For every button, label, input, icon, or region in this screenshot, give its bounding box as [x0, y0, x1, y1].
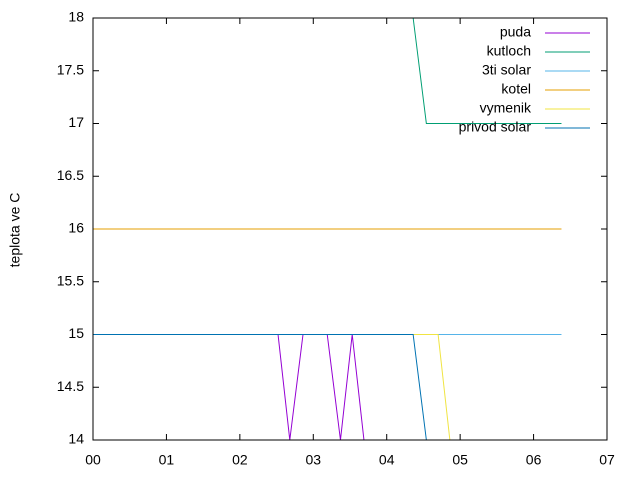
plot-border [92, 17, 608, 441]
x-tick-label: 05 [452, 452, 468, 468]
legend-label: 3ti solar [482, 62, 531, 78]
legend-label: kotel [501, 81, 531, 97]
y-axis-label: teplota ve C [7, 193, 23, 268]
x-tick-label: 06 [526, 452, 542, 468]
data-line [93, 334, 427, 441]
y-tick-label: 14 [68, 431, 84, 447]
data-line [93, 334, 365, 441]
x-tick-label: 01 [159, 452, 175, 468]
legend-label: kutloch [487, 43, 531, 59]
x-tick-label: 03 [305, 452, 321, 468]
y-tick-label: 17 [68, 114, 84, 130]
y-tick-label: 16 [68, 220, 84, 236]
x-tick-label: 02 [232, 452, 248, 468]
x-tick-label: 04 [379, 452, 395, 468]
y-tick-label: 15.5 [57, 272, 84, 288]
y-tick-label: 16.5 [57, 167, 84, 183]
y-tick-label: 14.5 [57, 378, 84, 394]
y-tick-label: 17.5 [57, 61, 84, 77]
x-tick-label: 00 [85, 452, 101, 468]
legend-label: privod solar [459, 119, 532, 135]
y-tick-label: 15 [68, 325, 84, 341]
data-line [412, 17, 562, 124]
y-tick-label: 18 [68, 9, 84, 25]
legend-label: puda [500, 24, 531, 40]
legend-label: vymenik [480, 100, 532, 116]
data-line [93, 334, 451, 441]
x-tick-label: 07 [599, 452, 615, 468]
